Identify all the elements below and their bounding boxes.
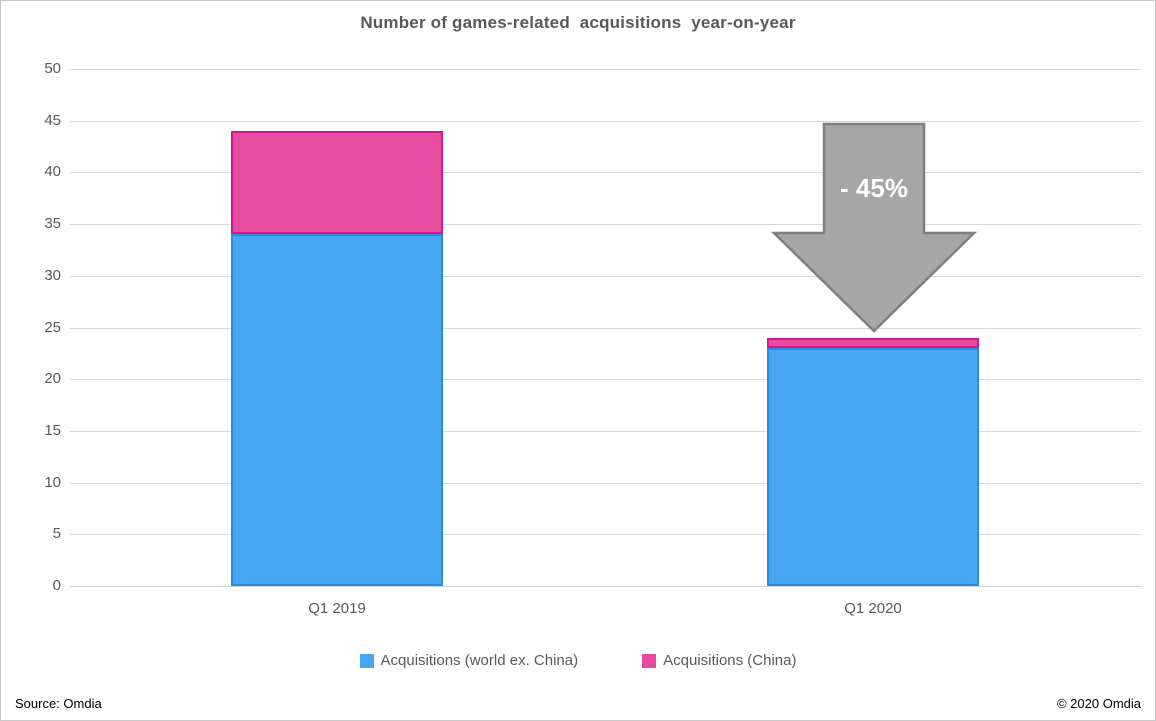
gridline xyxy=(69,69,1141,70)
gridline xyxy=(69,534,1141,536)
bar-segment-china xyxy=(767,337,979,349)
gridline xyxy=(69,275,1141,277)
gridline xyxy=(69,120,1141,122)
y-tick-label: 30 xyxy=(44,266,61,284)
bar-segment-world xyxy=(231,234,443,586)
footer-source: Source: Omdia xyxy=(15,696,102,711)
y-tick-label: 5 xyxy=(52,525,61,543)
gridline xyxy=(69,379,1141,381)
down-arrow-icon xyxy=(770,122,978,333)
legend-label: Acquisitions (world ex. China) xyxy=(380,652,579,669)
y-tick-label: 25 xyxy=(44,318,61,336)
legend-item: Acquisitions (China) xyxy=(642,652,796,669)
y-tick-label: 45 xyxy=(44,111,61,129)
legend-item: Acquisitions (world ex. China) xyxy=(359,652,579,669)
y-tick-label: 40 xyxy=(44,163,61,181)
legend-swatch-icon xyxy=(642,653,657,668)
y-tick-label: 15 xyxy=(44,421,61,439)
legend-label: Acquisitions (China) xyxy=(663,652,797,669)
footer-copyright: © 2020 Omdia xyxy=(1056,696,1141,711)
y-tick-label: 50 xyxy=(44,60,61,77)
gridline xyxy=(69,224,1141,226)
chart-title: Number of games-related acquisitions yea… xyxy=(360,13,796,32)
gridline xyxy=(69,482,1141,484)
bar-segment-world xyxy=(767,348,979,586)
legend: Acquisitions (world ex. China) Acquisitio… xyxy=(1,652,1155,669)
gridline xyxy=(69,327,1141,329)
y-tick-label: 35 xyxy=(44,215,61,233)
x-axis-label: Q1 2020 xyxy=(844,600,902,617)
gridline xyxy=(69,172,1141,174)
y-tick-label: 0 xyxy=(52,577,61,594)
legend-swatch-icon xyxy=(359,653,374,668)
gridline xyxy=(69,430,1141,432)
x-axis-label: Q1 2019 xyxy=(308,600,366,617)
x-axis-line xyxy=(69,586,1141,587)
decline-arrow-label: - 45% xyxy=(840,173,908,203)
y-tick-label: 20 xyxy=(44,370,61,388)
bar-segment-china xyxy=(231,131,443,235)
y-tick-label: 10 xyxy=(44,473,61,491)
